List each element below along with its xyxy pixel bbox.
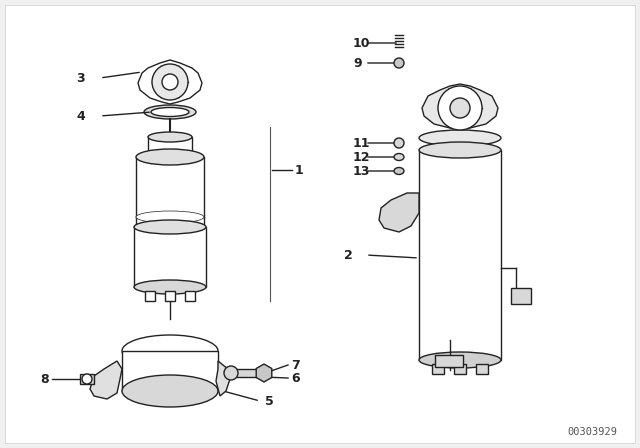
Bar: [432, 364, 444, 374]
Polygon shape: [379, 193, 419, 232]
Text: 6: 6: [291, 371, 300, 384]
Ellipse shape: [148, 132, 192, 142]
Text: 7: 7: [291, 358, 300, 371]
Polygon shape: [90, 361, 122, 399]
Bar: [476, 364, 488, 374]
Bar: [185, 291, 195, 301]
Polygon shape: [216, 361, 230, 396]
Ellipse shape: [148, 150, 192, 160]
Polygon shape: [138, 60, 202, 104]
Bar: [435, 355, 463, 367]
Ellipse shape: [151, 108, 189, 116]
Polygon shape: [422, 84, 498, 130]
Bar: [236, 369, 264, 377]
Bar: [419, 150, 501, 360]
Ellipse shape: [419, 352, 501, 368]
Ellipse shape: [136, 149, 204, 165]
Ellipse shape: [134, 220, 206, 234]
Circle shape: [394, 138, 404, 148]
Circle shape: [162, 74, 178, 90]
Bar: [122, 351, 218, 391]
Text: 1: 1: [295, 164, 304, 177]
Ellipse shape: [136, 211, 204, 223]
Text: 13: 13: [353, 164, 371, 177]
Text: 3: 3: [76, 72, 84, 85]
Ellipse shape: [122, 335, 218, 367]
Circle shape: [450, 98, 470, 118]
Bar: [454, 364, 466, 374]
Text: 00303929: 00303929: [567, 427, 617, 437]
Text: 8: 8: [40, 372, 49, 385]
Text: 10: 10: [353, 36, 371, 49]
Bar: [80, 374, 94, 384]
Text: 9: 9: [353, 56, 362, 69]
Ellipse shape: [122, 375, 218, 407]
Bar: [148, 137, 192, 155]
Text: 5: 5: [265, 395, 274, 408]
Ellipse shape: [224, 366, 238, 380]
Bar: [165, 291, 175, 301]
Text: 12: 12: [353, 151, 371, 164]
Bar: [134, 227, 206, 287]
Text: 11: 11: [353, 137, 371, 150]
Circle shape: [438, 86, 482, 130]
Ellipse shape: [419, 142, 501, 158]
Text: 2: 2: [344, 249, 353, 262]
Ellipse shape: [394, 58, 404, 68]
Ellipse shape: [394, 168, 404, 175]
Text: 4: 4: [76, 109, 84, 122]
Ellipse shape: [419, 130, 501, 146]
Polygon shape: [256, 364, 272, 382]
Bar: [511, 288, 531, 304]
Ellipse shape: [134, 280, 206, 294]
Bar: [145, 291, 155, 301]
Circle shape: [82, 374, 92, 384]
Ellipse shape: [394, 154, 404, 160]
Ellipse shape: [144, 105, 196, 119]
Bar: [136, 157, 204, 282]
Circle shape: [152, 64, 188, 100]
